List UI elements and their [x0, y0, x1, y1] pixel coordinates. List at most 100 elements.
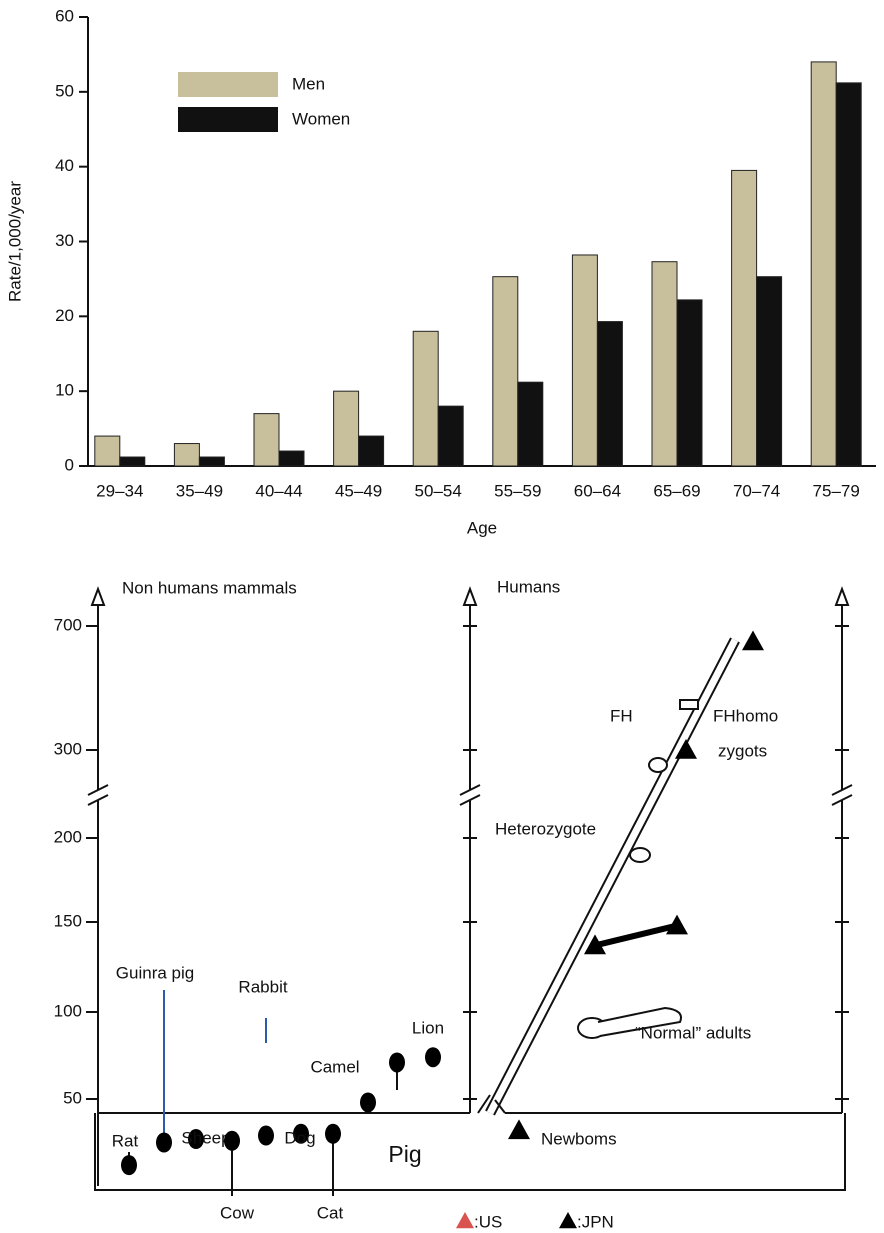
x-tick-label: 70–74 — [733, 481, 780, 500]
annotation: zygots — [718, 741, 767, 760]
band-foot — [477, 1094, 506, 1114]
legend-marker — [456, 1212, 474, 1229]
bar — [571, 254, 598, 467]
x-tick-label: 45–49 — [335, 481, 382, 500]
adult-connector — [594, 922, 678, 949]
data-dot — [156, 1132, 172, 1153]
x-tick-label: 35–49 — [176, 481, 223, 500]
axis-arrow — [462, 586, 478, 606]
x-tick-label: 50–54 — [415, 481, 462, 500]
y-tick-label: 150 — [54, 911, 82, 930]
bar — [198, 456, 225, 467]
bar — [731, 169, 758, 467]
axis-break — [834, 790, 850, 800]
axis-break — [831, 784, 853, 806]
legend-label: :JPN — [577, 1212, 614, 1231]
legend-marker — [559, 1212, 577, 1229]
bar — [412, 330, 439, 467]
y-tick-label: 40 — [55, 156, 74, 175]
outer-box — [94, 1113, 846, 1191]
y-axis-title: Rate/1,000/year — [5, 181, 24, 302]
data-dot — [121, 1155, 137, 1176]
y-tick-label: 0 — [65, 455, 74, 474]
human-band — [486, 638, 739, 1115]
y-tick-label: 50 — [55, 81, 74, 100]
bar — [253, 413, 280, 467]
data-dot — [425, 1047, 441, 1068]
axis-arrow — [90, 586, 106, 606]
band-joint — [648, 757, 668, 773]
annotation: Newboms — [541, 1129, 617, 1148]
axis-break — [90, 790, 106, 800]
data-dot — [360, 1092, 376, 1113]
x-tick-label: 55–59 — [494, 481, 541, 500]
band-joint — [629, 847, 651, 863]
band-joint — [679, 699, 699, 710]
data-dot — [293, 1123, 309, 1144]
bar — [492, 276, 519, 467]
y-tick-label: 100 — [54, 1001, 82, 1020]
data-triangle — [675, 739, 697, 759]
y-tick-label: 50 — [63, 1088, 82, 1107]
bar — [119, 456, 146, 467]
bar — [651, 261, 678, 467]
point-label: Rat — [112, 1131, 139, 1150]
bar — [333, 390, 360, 467]
legend-swatch — [178, 107, 278, 132]
annotation: FHhomo — [713, 706, 778, 725]
bar — [358, 435, 385, 467]
bar — [278, 450, 305, 467]
axis-break — [459, 784, 481, 806]
legend-label: Women — [292, 109, 350, 128]
legend-swatch — [178, 72, 278, 97]
data-triangle — [508, 1119, 530, 1140]
y-tick-label: 300 — [54, 739, 82, 758]
data-dot — [188, 1129, 204, 1150]
x-tick-label: 75–79 — [813, 481, 860, 500]
schematic — [94, 637, 846, 1191]
data-triangle — [742, 630, 764, 651]
y-tick-label: 60 — [55, 6, 74, 25]
x-tick-label: 40–44 — [255, 481, 302, 500]
point-label: Lion — [412, 1018, 444, 1037]
annotation: Heterozygote — [495, 819, 596, 838]
annotation: Non humans mammals — [122, 578, 297, 597]
x-axis-title: Age — [467, 518, 497, 537]
point-label: Cow — [220, 1203, 255, 1222]
point-label: Sheep — [181, 1128, 230, 1147]
point-label: Rabbit — [238, 977, 287, 996]
point-label: Dog — [284, 1128, 315, 1147]
point-label: Cat — [317, 1203, 344, 1222]
bar — [596, 321, 623, 467]
legend-label: :US — [474, 1212, 502, 1231]
annotation: “Normal” adults — [635, 1023, 751, 1042]
x-tick-label: 65–69 — [653, 481, 700, 500]
bar — [676, 299, 703, 467]
point-label: Pig — [388, 1141, 421, 1167]
y-tick-label: 700 — [54, 615, 82, 634]
axis-break — [462, 790, 478, 800]
data-dot — [389, 1052, 405, 1073]
bar — [437, 405, 464, 467]
annotation: Humans — [497, 577, 560, 596]
y-tick-label: 10 — [55, 381, 74, 400]
axis-arrow — [834, 586, 850, 606]
y-tick-label: 200 — [54, 827, 82, 846]
annotation: FH — [610, 706, 633, 725]
point-label: Guinra pig — [116, 963, 194, 982]
y-tick-label: 30 — [55, 231, 74, 250]
bar — [835, 82, 862, 467]
y-tick-label: 20 — [55, 306, 74, 325]
bar — [517, 381, 544, 467]
x-tick-label: 29–34 — [96, 481, 143, 500]
x-tick-label: 60–64 — [574, 481, 621, 500]
axis-break — [87, 784, 109, 806]
legend-label: Men — [292, 74, 325, 93]
bar — [810, 61, 837, 467]
data-dot — [224, 1130, 240, 1151]
bar — [94, 435, 121, 467]
data-dot — [258, 1125, 274, 1146]
point-label: Camel — [310, 1057, 359, 1076]
